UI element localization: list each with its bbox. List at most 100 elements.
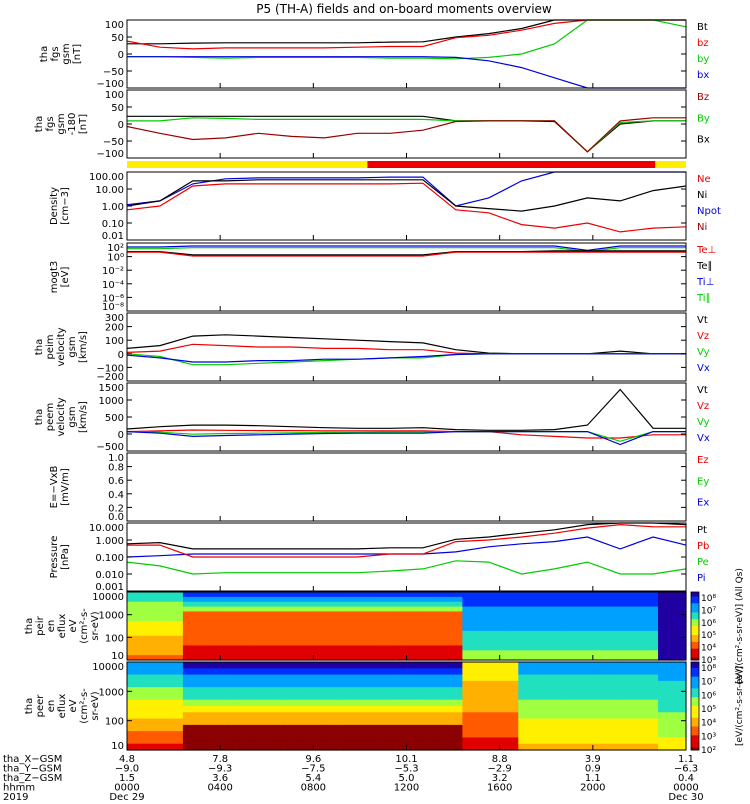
colorbar-cell <box>691 646 699 650</box>
spectrogram-cell <box>511 630 519 637</box>
y-axis-label-line: gsm <box>67 406 78 427</box>
spectrogram-cell <box>511 680 519 688</box>
spectrogram-cell <box>350 668 359 676</box>
y-tick-label: 0.2 <box>108 503 124 514</box>
spectrogram-cell <box>294 737 303 745</box>
spectrogram-cell <box>301 699 310 707</box>
spectrogram-cell <box>385 693 394 701</box>
spectrogram-cell <box>252 737 261 745</box>
spectrogram-cell <box>357 640 366 647</box>
spectrogram-cell <box>252 680 261 688</box>
spectrogram-cell <box>392 718 401 726</box>
spectrogram-cell <box>504 635 512 642</box>
spectrogram-cell <box>518 743 526 751</box>
spectrogram-cell <box>567 668 575 676</box>
spectrogram-cell <box>490 724 498 732</box>
spectrogram-cell <box>448 718 457 726</box>
spectrogram-cell <box>189 668 198 676</box>
spectrogram-cell <box>127 635 135 642</box>
spectrogram-cell <box>665 668 673 676</box>
spectrogram-cell <box>630 687 638 695</box>
spectrogram-cell <box>392 674 401 682</box>
spectrogram-cell <box>581 626 589 632</box>
spectrogram-cell <box>378 635 387 642</box>
spectrogram-cell <box>406 674 415 682</box>
spectrogram-cell <box>595 687 603 695</box>
spectrogram-cell <box>546 731 554 739</box>
spectrogram-cell <box>511 645 519 651</box>
spectrogram-cell <box>182 743 191 751</box>
spectrogram-cell <box>154 630 163 637</box>
spectrogram-cell <box>133 712 142 720</box>
spectrogram-cell <box>161 606 170 613</box>
spectrogram-cell <box>217 650 226 656</box>
spectrogram-cell <box>336 621 345 627</box>
spectrogram-cell <box>210 668 219 676</box>
x-column-value: −9.0 <box>115 764 139 775</box>
spectrogram-cell <box>308 626 317 632</box>
spectrogram-cell <box>127 606 135 613</box>
legend-entry: Ni <box>697 222 707 233</box>
spectrogram-cell <box>280 731 289 739</box>
spectrogram-cell <box>231 621 240 627</box>
spectrogram-cell <box>539 606 547 613</box>
spectrogram-cell <box>252 621 261 627</box>
spectrogram-cell <box>420 674 429 682</box>
spectrogram-cell <box>623 693 631 701</box>
spectrogram-cell <box>231 743 240 751</box>
spectrogram-cell <box>196 611 205 617</box>
spectrogram-cell <box>294 724 303 732</box>
spectrogram-cell <box>399 724 408 732</box>
spectrogram-cell <box>364 596 373 603</box>
spectrogram-cell <box>357 645 366 651</box>
spectrogram-cell <box>623 706 631 713</box>
spectrogram-cell <box>273 655 282 661</box>
spectrogram-cell <box>224 674 233 682</box>
spectrogram-cell <box>672 737 680 745</box>
spectrogram-cell <box>518 680 526 688</box>
spectrogram-cell <box>546 592 554 598</box>
spectrogram-cell <box>609 645 617 651</box>
spectrogram-cell <box>252 626 261 632</box>
spectrogram-cell <box>525 635 533 642</box>
spectrogram-cell <box>560 635 568 642</box>
spectrogram-cell <box>665 596 673 603</box>
spectrogram-cell <box>658 718 666 726</box>
spectrogram-cell <box>336 737 345 745</box>
spectrogram-cell <box>588 630 596 637</box>
spectrogram-cell <box>217 606 226 613</box>
spectrogram-cell <box>644 731 652 739</box>
spectrogram-cell <box>203 596 212 603</box>
spectrogram-cell <box>455 687 463 695</box>
spectrogram-cell <box>364 592 373 598</box>
spectrogram-cell <box>189 743 198 751</box>
spectrogram-cell <box>539 680 547 688</box>
x-column-value: 5.4 <box>305 773 321 784</box>
spectrogram-cell <box>273 699 282 707</box>
spectrogram-cell <box>322 662 331 669</box>
spectrogram-cell <box>238 592 247 598</box>
spectrogram-cell <box>406 601 415 608</box>
colorbar-tick-label: 10⁷ <box>701 678 716 688</box>
y-axis-label-line: [nPa] <box>60 544 71 570</box>
series-line-by <box>127 117 686 153</box>
colorbar-cell <box>691 598 699 602</box>
spectrogram-cell <box>581 680 589 688</box>
spectrogram-cell <box>441 662 450 669</box>
spectrogram-cell <box>413 596 422 603</box>
spectrogram-cell <box>469 630 477 637</box>
spectrogram-cell <box>343 731 352 739</box>
spectrogram-cell <box>343 626 352 632</box>
spectrogram-cell <box>133 668 142 676</box>
spectrogram-cell <box>490 706 498 713</box>
spectrogram-cell <box>623 630 631 637</box>
spectrogram-cell <box>161 731 170 739</box>
y-tick-label: 10000 <box>92 592 124 603</box>
spectrogram-cell <box>175 662 184 669</box>
y-tick-label: 0.0 <box>108 512 124 523</box>
panel-frame <box>126 312 687 382</box>
spectrogram-cell <box>511 621 519 627</box>
spectrogram-cell <box>602 731 610 739</box>
spectrogram-cell <box>420 630 429 637</box>
spectrogram-cell <box>490 680 498 688</box>
